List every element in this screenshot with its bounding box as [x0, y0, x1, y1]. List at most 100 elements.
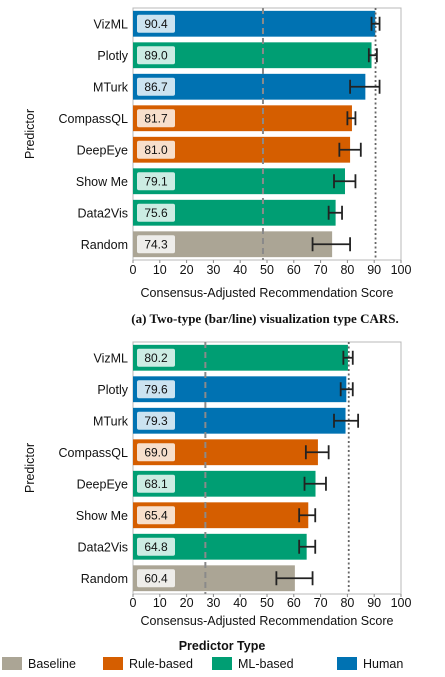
- error-bar-show-me: [298, 508, 317, 523]
- bar-group-compassql: 69.0 CompassQL: [59, 439, 318, 466]
- error-bar-show-me: [333, 174, 357, 189]
- bar-group-vizml: 90.4 VizML: [93, 10, 376, 37]
- bar-group-show-me: 79.1 Show Me: [76, 168, 345, 195]
- value-label: 75.6: [144, 206, 168, 220]
- bar-group-compassql: 81.7 CompassQL: [59, 105, 352, 132]
- legend-item-baseline: Baseline: [2, 657, 76, 671]
- x-tick-label: 50: [260, 263, 274, 277]
- category-label: CompassQL: [59, 112, 129, 126]
- x-tick-label: 10: [153, 596, 167, 610]
- legend-item-human: Human: [337, 657, 403, 671]
- error-bar-deepeye: [338, 142, 362, 157]
- value-label-box: [137, 380, 175, 399]
- bar-group-deepeye: 81.0 DeepEye: [77, 136, 351, 163]
- x-tick-label: 20: [180, 263, 194, 277]
- x-tick-label: 80: [340, 596, 354, 610]
- value-label: 65.4: [144, 508, 168, 522]
- bar-group-random: 74.3 Random: [81, 231, 333, 258]
- value-label: 80.2: [144, 351, 168, 365]
- value-label-box: [137, 443, 175, 462]
- value-label-box: [137, 46, 175, 65]
- error-bar-plotly: [339, 382, 354, 397]
- x-tick-label: 60: [287, 263, 301, 277]
- value-label-box: [137, 77, 175, 96]
- bar-group-plotly: 89.0 Plotly: [97, 42, 372, 69]
- error-bar-data2vis: [327, 205, 343, 220]
- bar-group-data2vis: 64.8 Data2Vis: [78, 533, 307, 560]
- x-tick-label: 70: [314, 263, 328, 277]
- value-label: 60.4: [144, 571, 168, 585]
- category-label: MTurk: [93, 80, 129, 94]
- value-label: 74.3: [144, 237, 168, 251]
- error-bar-mturk: [349, 79, 381, 94]
- bar-group-show-me: 65.4 Show Me: [76, 502, 309, 529]
- error-bar-mturk: [333, 413, 360, 428]
- value-label-box: [137, 537, 175, 556]
- bar-group-data2vis: 75.6 Data2Vis: [78, 199, 336, 226]
- category-label: VizML: [93, 17, 128, 31]
- category-label: Show Me: [76, 509, 128, 523]
- x-tick-label: 20: [180, 596, 194, 610]
- y-axis-title: Predictor: [23, 443, 37, 493]
- category-label: Plotly: [97, 383, 128, 397]
- legend-item-ml-based: ML-based: [212, 657, 294, 671]
- x-tick-label: 0: [130, 596, 137, 610]
- value-label-box: [137, 172, 175, 191]
- value-label-box: [137, 569, 175, 588]
- error-bar-plotly: [367, 48, 378, 63]
- category-label: MTurk: [93, 414, 129, 428]
- x-tick-label: 30: [206, 263, 220, 277]
- value-label-box: [137, 203, 175, 222]
- caption-a: (a) Two-type (bar/line) visualization ty…: [131, 311, 398, 326]
- category-label: Data2Vis: [78, 206, 129, 220]
- x-tick-label: 100: [391, 263, 412, 277]
- legend-label: ML-based: [238, 657, 294, 671]
- legend-swatch: [337, 657, 357, 670]
- value-label: 68.1: [144, 477, 168, 491]
- x-tick-label: 10: [153, 263, 167, 277]
- category-label: Random: [81, 572, 128, 586]
- value-label-box: [137, 474, 175, 493]
- value-label: 90.4: [144, 17, 168, 31]
- category-label: Random: [81, 238, 128, 252]
- error-bar-random: [275, 571, 314, 586]
- value-label: 79.3: [144, 414, 168, 428]
- value-label: 89.0: [144, 48, 168, 62]
- value-label-box: [137, 14, 175, 33]
- legend-item-rule-based: Rule-based: [103, 657, 193, 671]
- error-bar-compassql: [304, 445, 330, 460]
- x-tick-label: 70: [314, 596, 328, 610]
- x-tick-label: 30: [206, 596, 220, 610]
- error-bar-vizml: [370, 16, 381, 31]
- value-label: 81.0: [144, 143, 168, 157]
- x-tick-label: 60: [287, 596, 301, 610]
- value-label-box: [137, 235, 175, 254]
- x-axis-title: Consensus-Adjusted Recommendation Score: [141, 614, 394, 628]
- error-bar-vizml: [342, 350, 354, 365]
- legend-label: Baseline: [28, 657, 76, 671]
- x-tick-label: 40: [233, 596, 247, 610]
- x-tick-label: 50: [260, 596, 274, 610]
- x-tick-label: 100: [391, 596, 412, 610]
- category-label: Show Me: [76, 175, 128, 189]
- value-label-box: [137, 411, 175, 430]
- value-label-box: [137, 506, 175, 525]
- legend-label: Human: [363, 657, 403, 671]
- x-tick-label: 90: [367, 596, 381, 610]
- category-label: Plotly: [97, 49, 128, 63]
- bar-group-mturk: 86.7 MTurk: [93, 73, 366, 100]
- error-bar-random: [311, 237, 351, 252]
- legend-title: Predictor Type: [179, 639, 266, 653]
- legend-swatch: [212, 657, 232, 670]
- value-label: 69.0: [144, 445, 168, 459]
- category-label: DeepEye: [77, 477, 128, 491]
- chart-panel-a: 90.4 VizML 89.0 Plotly 86.7 MTurk 81.7 CompassQ…: [23, 7, 412, 300]
- x-tick-label: 90: [367, 263, 381, 277]
- value-label-box: [137, 348, 175, 367]
- category-label: Data2Vis: [78, 540, 129, 554]
- value-label: 64.8: [144, 540, 168, 554]
- x-tick-label: 0: [130, 263, 137, 277]
- value-label: 86.7: [144, 80, 168, 94]
- bar-group-deepeye: 68.1 DeepEye: [77, 470, 316, 497]
- bar-group-random: 60.4 Random: [81, 565, 295, 592]
